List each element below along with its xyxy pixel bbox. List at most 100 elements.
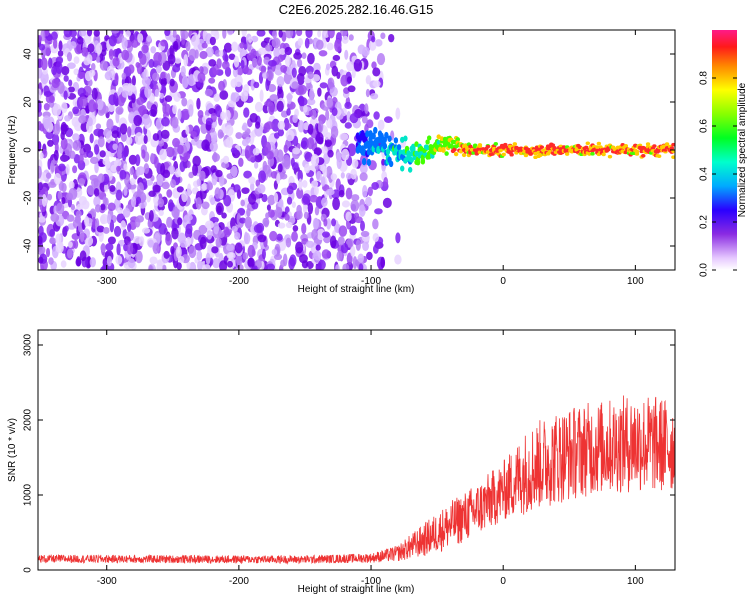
noise-blob [172,137,180,148]
noise-blob [120,132,127,143]
noise-blob [364,103,369,115]
carrier-blob [403,135,408,142]
noise-blob [307,52,315,65]
noise-blob [102,226,110,234]
noise-blob [131,93,136,104]
carrier-blob [585,141,590,146]
noise-blob [253,81,260,89]
noise-blob [265,44,273,52]
noise-blob [338,189,345,198]
noise-blob [303,211,309,220]
x-tick-label: -200 [229,276,249,287]
noise-blob [277,222,286,229]
colorbar-tick-label: 0.4 [699,167,710,181]
noise-blob [264,141,272,154]
noise-blob [186,261,191,270]
noise-blob [99,60,108,71]
noise-blob [152,184,161,193]
noise-blob [231,92,240,103]
noise-blob [347,85,356,93]
noise-blob [383,177,389,187]
noise-blob [104,197,109,207]
noise-blob [137,182,144,195]
noise-blob [166,189,173,198]
noise-blob [201,201,210,210]
noise-blob [148,190,156,197]
carrier-blob [583,145,589,150]
noise-blob [252,147,260,156]
colorbar-axis: 0.0 0.2 0.4 0.6 0.8 [699,71,737,277]
noise-blob [234,231,241,240]
noise-blob [198,224,208,235]
noise-blob [225,124,234,137]
noise-blob [76,36,84,45]
carrier-blob [371,132,376,140]
noise-blob [185,223,193,235]
noise-blob [51,65,58,76]
noise-blob [79,250,87,262]
noise-blob [53,149,59,161]
noise-blob [329,235,337,249]
noise-blob [205,117,213,126]
noise-blob [96,225,105,233]
noise-blob [242,252,249,260]
noise-blob [88,99,96,113]
noise-blob [236,253,243,267]
noise-blob [143,134,148,145]
noise-blob [368,40,377,51]
noise-blob [267,209,275,218]
noise-blob [365,88,370,98]
noise-blob [313,147,322,156]
noise-blob [325,109,330,121]
carrier-blob [564,152,570,156]
noise-blob [366,251,373,261]
noise-blob [165,233,172,246]
noise-blob [219,260,228,270]
noise-blob [66,248,73,259]
noise-blob [61,101,68,113]
noise-blob [129,167,135,176]
y-tick-label: 0 [23,567,34,573]
noise-blob [320,146,328,154]
noise-blob [303,105,308,113]
noise-blob [260,65,267,74]
noise-blob [38,34,43,43]
noise-blob [196,97,201,110]
noise-blob [380,256,385,268]
noise-blob [73,68,80,76]
noise-blob [148,264,153,270]
noise-blob [292,114,298,124]
noise-blob [205,46,214,58]
noise-blob [345,172,352,180]
noise-blob [40,71,49,85]
noise-blob [298,84,307,95]
noise-blob [95,123,102,130]
noise-blob [114,72,119,85]
noise-blob [108,94,117,106]
noise-blob [248,36,253,43]
noise-blob [133,114,143,127]
noise-blob [323,218,328,227]
colorbar-label: Normalized spectral amplitude [737,82,748,217]
noise-blob [94,204,101,213]
carrier-blob [477,143,483,147]
noise-blob [169,45,174,57]
noise-blob [131,75,136,87]
noise-blob [352,256,358,269]
noise-blob [288,257,296,270]
noise-blob [162,60,171,71]
noise-blob [195,197,202,210]
noise-blob [346,61,355,72]
noise-blob [88,69,96,77]
noise-blob [90,178,100,188]
noise-blob [377,119,385,131]
noise-blob [57,190,63,200]
noise-blob [326,97,334,109]
noise-blob [267,84,277,93]
noise-blob [257,184,266,194]
noise-blob [183,54,189,67]
noise-blob [68,187,78,200]
noise-blob [340,172,345,179]
noise-blob [104,71,113,81]
noise-blob [269,230,278,242]
